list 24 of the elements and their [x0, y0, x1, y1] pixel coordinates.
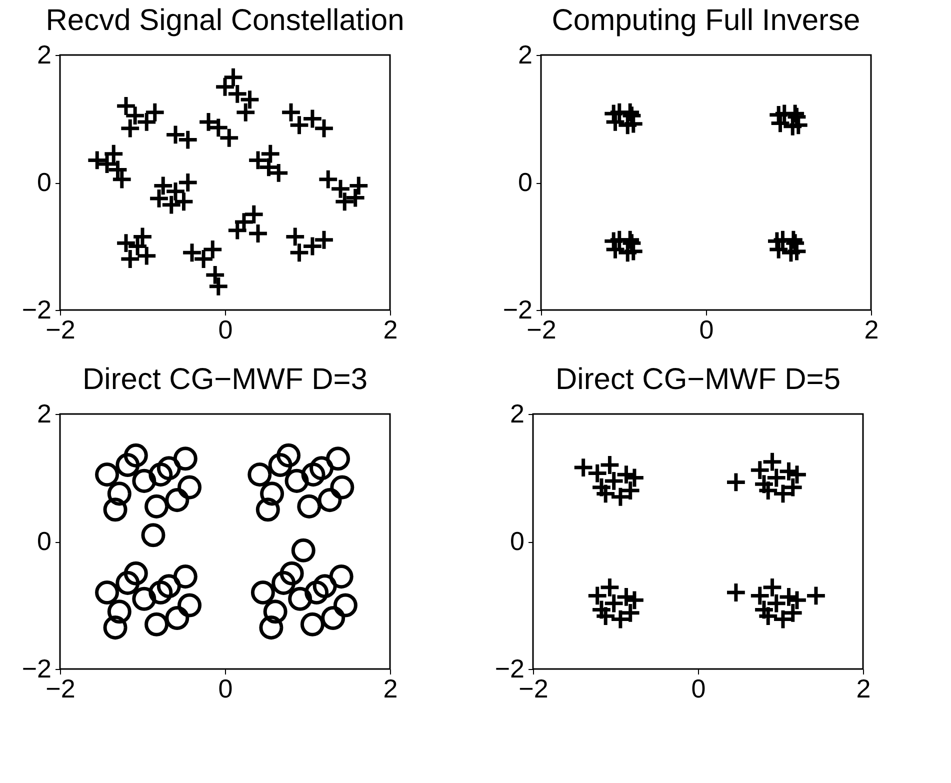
y-tick-label: −2 — [22, 294, 52, 324]
y-tick-label: 2 — [37, 398, 52, 428]
y-tick-label: −2 — [22, 654, 52, 684]
x-tick-label: 0 — [699, 314, 714, 344]
y-tick-label: 2 — [510, 398, 524, 428]
chart-title: Recvd Signal Constellation — [46, 4, 404, 37]
x-tick-label: 2 — [383, 674, 398, 704]
y-tick-label: 0 — [37, 526, 52, 556]
y-tick-label: 0 — [37, 167, 52, 197]
x-tick-label: 0 — [218, 314, 233, 344]
y-tick-label: 0 — [510, 526, 524, 556]
x-tick-label: 0 — [691, 674, 706, 704]
chart-title: Computing Full Inverse — [552, 4, 860, 37]
x-tick-label: 2 — [864, 314, 879, 344]
chart-title: Direct CG−MWF D=5 — [555, 363, 841, 396]
x-tick-label: 0 — [218, 674, 233, 704]
x-tick-label: 2 — [856, 674, 871, 704]
y-tick-label: −2 — [502, 294, 532, 324]
y-tick-label: 2 — [37, 40, 52, 70]
y-tick-label: −2 — [494, 654, 524, 684]
x-tick-label: 2 — [383, 314, 398, 344]
y-tick-label: 0 — [518, 167, 532, 197]
y-tick-label: 2 — [518, 40, 532, 70]
chart-title: Direct CG−MWF D=3 — [82, 363, 368, 396]
